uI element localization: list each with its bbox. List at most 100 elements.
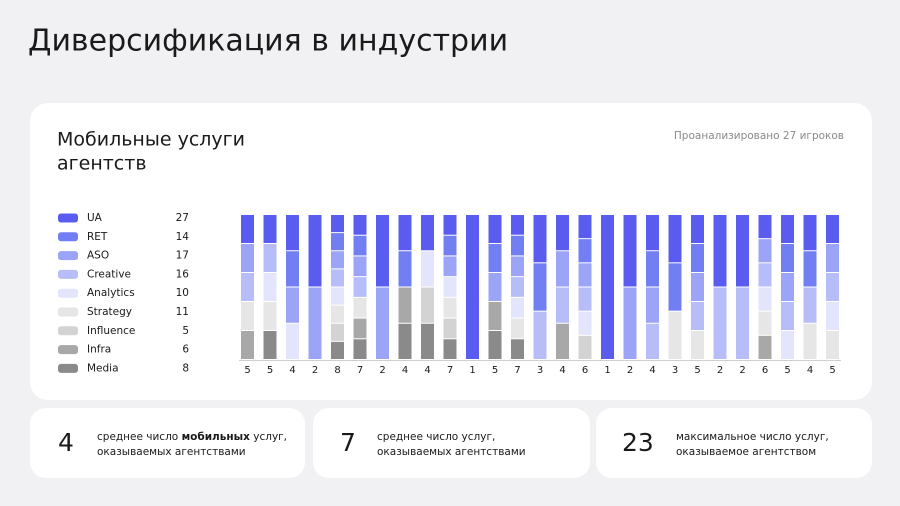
bar-segment [691,331,704,359]
column-total: 5 [694,365,700,376]
bar-segment [578,263,592,287]
stat-value: 23 [622,428,654,457]
stat-text-part: максимальное число услуг, [676,431,829,443]
bar-segment [443,339,457,359]
stat-card [313,408,590,478]
column-total: 4 [402,365,408,376]
bar-segment [511,215,524,235]
bar-segment [353,277,367,297]
bar-segment [263,302,277,330]
legend-label: Media [87,362,119,374]
column-total: 1 [604,365,610,376]
legend-swatch [58,345,78,355]
column-total: 4 [424,365,430,376]
bar-segment [736,215,749,287]
bar-segment [781,302,794,330]
legend-count: 6 [182,344,189,356]
bar-segment [241,302,254,330]
bar-segment [443,235,457,256]
bar-segment [331,269,344,287]
bar-segment [736,287,749,359]
column-total: 5 [492,365,498,376]
column-total: 3 [672,365,678,376]
bar-segment [578,311,592,335]
bar-segment [331,251,344,269]
legend-label: UA [87,212,103,224]
bar-segment [241,331,254,359]
bar-segment [668,311,682,359]
stat-text: среднее число мобильных услуг, [97,431,287,443]
bar-segment [578,287,592,311]
bar-segment [308,215,322,287]
bar-segment [556,287,569,323]
bar-segment [263,273,277,301]
legend-swatch [58,288,78,298]
bar-segment [488,273,502,301]
bar-segment [713,287,727,359]
column-total: 4 [289,365,295,376]
column-total: 4 [559,365,565,376]
bar-segment [263,215,277,243]
bar-segment [241,244,254,272]
column-total: 1 [469,365,475,376]
stat-text-part: среднее число [97,431,182,443]
column-total: 5 [267,365,273,376]
bar-segment [331,233,344,251]
legend-count: 8 [182,362,189,374]
column-total: 2 [717,365,723,376]
stat-text-part: услуг, [250,431,287,443]
legend-count: 11 [176,306,189,318]
column-total: 7 [447,365,453,376]
column-total: 4 [649,365,655,376]
bar-segment [376,215,389,287]
bar-segment [781,331,794,359]
legend-swatch [58,307,78,317]
legend-swatch [58,213,78,223]
bar-segment [511,235,524,256]
column-total: 2 [739,365,745,376]
bar-segment [533,263,547,311]
bar-segment [331,287,344,305]
legend-count: 5 [182,325,189,337]
bar-segment [758,263,772,287]
bar-segment [511,339,524,359]
bar-segment [781,215,794,243]
bar-segment [331,215,344,233]
bar-segment [511,318,524,339]
bar-segment [398,215,412,251]
bar-segment [286,323,299,359]
bar-segment [353,318,367,339]
column-total: 6 [582,365,588,376]
bar-segment [556,215,569,251]
bar-segment [668,263,682,311]
column-total: 4 [807,365,813,376]
bar-segment [466,215,479,359]
chart-subtitle: Проанализировано 27 игроков [674,130,844,142]
stat-card [596,408,872,478]
bar-segment [286,215,299,251]
legend-label: ASO [87,250,109,262]
bar-segment [376,287,389,359]
bar-segment [623,215,637,287]
bar-segment [488,331,502,359]
stat-text-part: среднее число услуг, [377,431,495,443]
bar-segment [353,339,367,359]
bar-segment [758,311,772,335]
bar-segment [308,287,322,359]
chart-title: агентств [57,153,147,175]
bar-segment [758,335,772,359]
bar-segment [331,305,344,323]
bar-segment [331,323,344,341]
column-total: 5 [244,365,250,376]
bar-segment [263,331,277,359]
bar-segment [781,244,794,272]
legend-count: 14 [176,231,190,243]
bar-segment [556,323,569,359]
bar-segment [331,341,344,359]
bar-segment [488,244,502,272]
column-total: 7 [357,365,363,376]
bar-segment [691,302,704,330]
bar-segment [556,251,569,287]
column-total: 3 [537,365,543,376]
bar-segment [286,287,299,323]
